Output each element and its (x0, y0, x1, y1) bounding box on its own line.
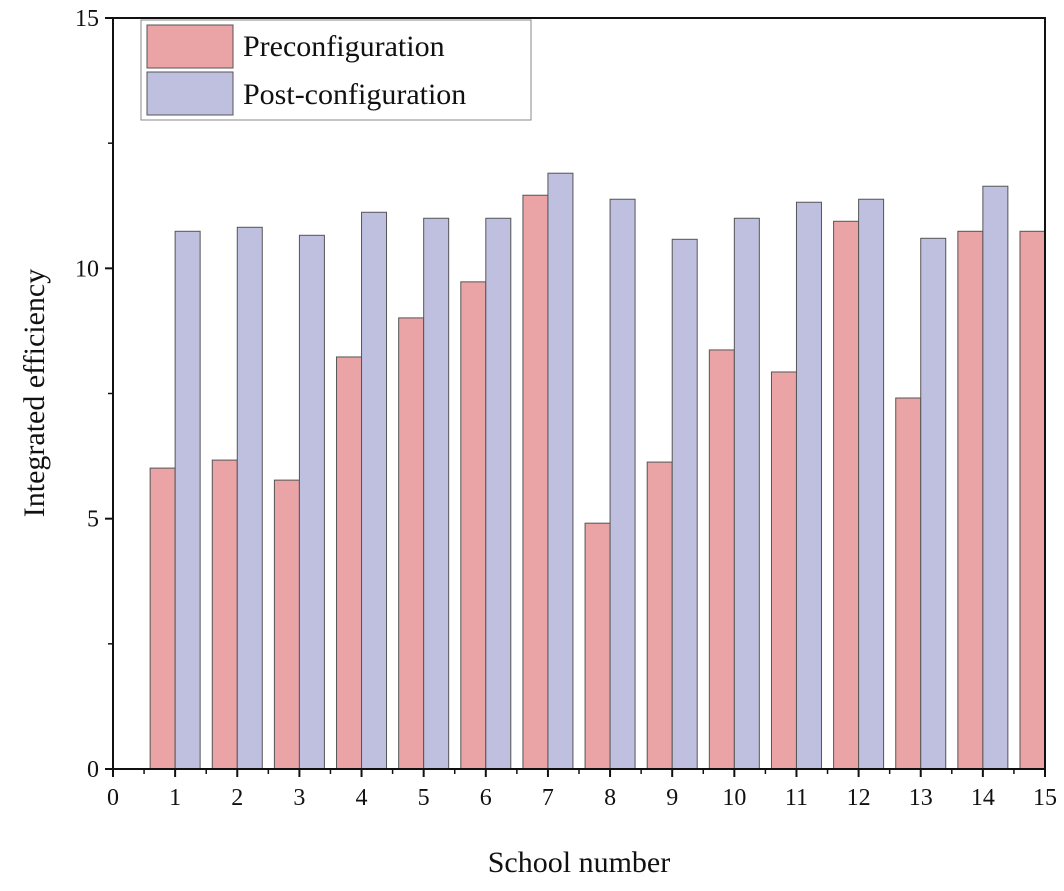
bar-post-configuration-7 (547, 172, 574, 770)
x-tick-label: 6 (480, 785, 492, 811)
x-tick-label: 15 (1033, 785, 1057, 811)
bar-post-configuration-14 (982, 185, 1009, 770)
bar-post-configuration-4 (361, 211, 388, 770)
x-tick-label: 0 (107, 785, 119, 811)
legend-swatch-post-configuration (146, 71, 234, 116)
x-tick-label: 2 (231, 785, 243, 811)
y-axis-title: Integrated efficiency (18, 269, 51, 517)
bar-post-configuration-1 (174, 230, 201, 770)
bar-post-configuration-8 (609, 198, 636, 770)
bar-post-configuration-12 (858, 198, 885, 770)
x-tick-label: 8 (604, 785, 616, 811)
legend-swatch-preconfiguration (146, 24, 234, 69)
x-axis-title: School number (488, 846, 670, 879)
legend: Preconfiguration Post-configuration (140, 19, 532, 121)
bar-post-configuration-2 (236, 226, 263, 770)
bar-post-configuration-10 (733, 217, 760, 770)
bar-post-configuration-11 (795, 201, 822, 770)
bar-preconfiguration-6 (460, 281, 487, 770)
bar-preconfiguration-11 (770, 371, 797, 770)
x-tick-label: 11 (785, 785, 808, 811)
bar-preconfiguration-15 (1019, 230, 1046, 770)
bar-preconfiguration-5 (398, 317, 425, 770)
bar-preconfiguration-8 (584, 522, 611, 770)
bar-preconfiguration-1 (149, 467, 176, 770)
bar-preconfiguration-3 (273, 479, 300, 770)
bar-preconfiguration-12 (833, 220, 860, 770)
x-tick-label: 4 (356, 785, 368, 811)
legend-label-post-configuration: Post-configuration (243, 78, 466, 111)
x-tick-label: 9 (666, 785, 678, 811)
x-tick-label: 5 (418, 785, 430, 811)
x-tick-label: 13 (909, 785, 933, 811)
bar-post-configuration-9 (671, 238, 698, 770)
y-tick-label: 10 (75, 256, 99, 282)
bar-preconfiguration-9 (646, 461, 673, 770)
bar-post-configuration-6 (485, 217, 512, 770)
bar-preconfiguration-10 (708, 349, 735, 770)
x-tick-label: 1 (169, 785, 181, 811)
bar-post-configuration-5 (423, 217, 450, 770)
bar-post-configuration-3 (298, 234, 325, 770)
x-tick-label: 7 (542, 785, 554, 811)
x-tick-label: 12 (847, 785, 871, 811)
x-tick-label: 10 (722, 785, 746, 811)
bar-preconfiguration-13 (895, 397, 922, 770)
legend-label-preconfiguration: Preconfiguration (243, 30, 445, 63)
bar-preconfiguration-14 (957, 230, 984, 770)
bar-preconfiguration-2 (211, 459, 238, 770)
bar-preconfiguration-7 (522, 194, 549, 770)
x-tick-label: 3 (293, 785, 305, 811)
bar-post-configuration-13 (920, 237, 947, 770)
y-tick-label: 5 (87, 507, 99, 533)
x-tick-label: 14 (971, 785, 995, 811)
y-tick-label: 15 (75, 6, 99, 32)
bar-preconfiguration-4 (336, 356, 363, 770)
y-tick-label: 0 (87, 757, 99, 783)
bars-group (149, 172, 1046, 770)
